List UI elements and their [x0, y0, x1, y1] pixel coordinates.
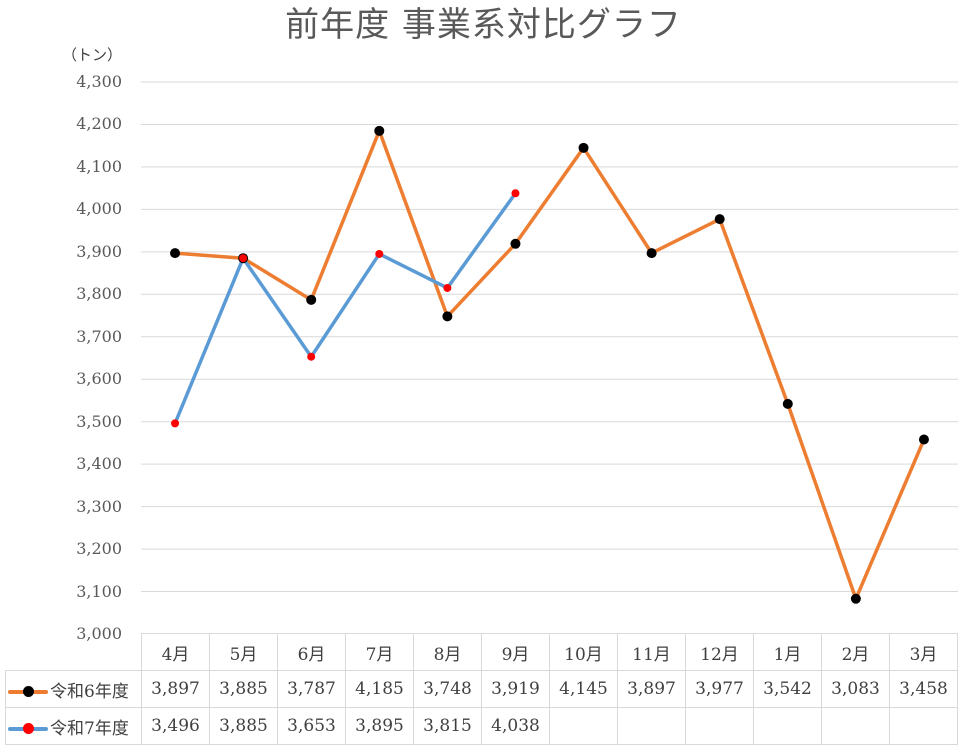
data-cell: [889, 707, 958, 745]
data-cell: 3,885: [209, 670, 278, 708]
month-header: 4月: [141, 633, 210, 671]
data-table-row-r6: 令和6年度 3,897 3,885 3,787 4,185 3,748 3,91…: [5, 670, 958, 708]
data-point-marker: [443, 283, 452, 292]
month-header: 2月: [821, 633, 890, 671]
chart-data-table: 4月 5月 6月 7月 8月 9月 10月 11月 12月 1月 2月 3月 令…: [5, 633, 958, 745]
month-header: 11月: [617, 633, 686, 671]
data-cell: 3,542: [753, 670, 822, 708]
data-point-marker: [782, 398, 793, 409]
month-header: 5月: [209, 633, 278, 671]
y-tick-label: 4,000: [76, 199, 122, 219]
data-cell: [753, 707, 822, 745]
data-cell: 3,748: [413, 670, 482, 708]
data-point-marker: [511, 189, 520, 198]
data-table-header-row: 4月 5月 6月 7月 8月 9月 10月 11月 12月 1月 2月 3月: [6, 633, 958, 671]
data-point-marker: [442, 311, 453, 322]
data-cell: 3,653: [277, 707, 346, 745]
legend-line-marker-icon: [8, 685, 48, 699]
y-tick-label: 3,700: [76, 326, 122, 346]
data-cell: [685, 707, 754, 745]
data-point-marker: [306, 294, 317, 305]
month-header: 1月: [753, 633, 822, 671]
data-point-marker: [307, 352, 316, 361]
month-header: 12月: [685, 633, 754, 671]
data-point-marker: [646, 248, 657, 259]
month-header: 9月: [481, 633, 550, 671]
data-cell: [821, 707, 890, 745]
chart-title: 前年度 事業系対比グラフ: [285, 5, 682, 45]
y-tick-label: 3,500: [76, 411, 122, 431]
data-cell: 4,145: [549, 670, 618, 708]
month-header: 10月: [549, 633, 618, 671]
data-cell: 3,496: [141, 707, 210, 745]
data-cell: 4,185: [345, 670, 414, 708]
series-line: [173, 192, 517, 425]
data-point-marker: [850, 593, 861, 604]
month-header: 7月: [345, 633, 414, 671]
y-tick-label: 4,200: [76, 114, 122, 134]
data-cell: 3,919: [481, 670, 550, 708]
data-point-marker: [170, 248, 181, 259]
legend-line-marker-icon: [8, 722, 48, 736]
y-tick-label: 3,000: [76, 624, 122, 643]
y-tick-label: 4,300: [76, 72, 122, 91]
data-table-row-r7: 令和7年度 3,496 3,885 3,653 3,895 3,815 4,03…: [5, 707, 958, 745]
data-cell: 4,038: [481, 707, 550, 745]
y-tick-label: 3,100: [76, 581, 122, 601]
data-cell: 3,977: [685, 670, 754, 708]
data-point-marker: [510, 238, 521, 249]
legend-label: 令和7年度: [50, 718, 129, 739]
y-tick-label: 3,400: [76, 454, 122, 474]
data-cell: [549, 707, 618, 745]
y-tick-label: 4,100: [76, 156, 122, 176]
y-tick-label: 3,900: [76, 241, 122, 261]
data-point-marker: [714, 214, 725, 225]
series-line: [174, 129, 926, 601]
legend-entry-r6: 令和6年度: [5, 670, 142, 708]
data-cell: [617, 707, 686, 745]
data-point-marker: [374, 125, 385, 136]
month-header: 3月: [889, 633, 958, 671]
month-header: 6月: [277, 633, 346, 671]
data-cell: 3,815: [413, 707, 482, 745]
data-point-marker: [578, 142, 589, 153]
y-axis-unit-label: （トン）: [62, 46, 123, 64]
y-tick-label: 3,800: [76, 284, 122, 304]
data-cell: 3,787: [277, 670, 346, 708]
data-cell: 3,897: [141, 670, 210, 708]
data-point-marker: [171, 419, 180, 428]
y-tick-label: 3,200: [76, 539, 122, 559]
legend-label: 令和6年度: [50, 681, 129, 702]
month-header: 8月: [413, 633, 482, 671]
y-tick-label: 3,300: [76, 496, 122, 516]
data-cell: 3,885: [209, 707, 278, 745]
data-table-corner: [6, 634, 142, 671]
data-cell: 3,895: [345, 707, 414, 745]
data-point-marker: [239, 254, 248, 263]
data-point-marker: [375, 249, 384, 258]
data-cell: 3,083: [821, 670, 890, 708]
data-point-marker: [918, 434, 929, 445]
y-tick-label: 3,600: [76, 369, 122, 389]
legend-entry-r7: 令和7年度: [5, 707, 142, 745]
data-cell: 3,458: [889, 670, 958, 708]
data-cell: 3,897: [617, 670, 686, 708]
